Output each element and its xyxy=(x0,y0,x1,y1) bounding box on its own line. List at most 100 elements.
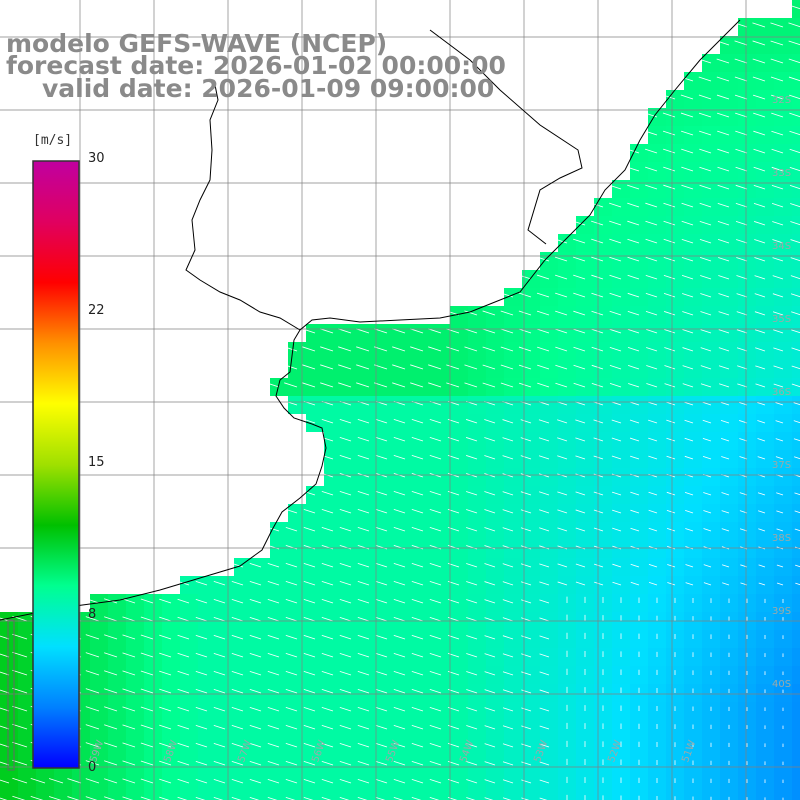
wind-arrow xyxy=(518,292,532,298)
wind-arrow xyxy=(177,778,190,784)
wind-arrow xyxy=(770,40,784,46)
wind-arrow xyxy=(591,220,604,226)
wind-arrow xyxy=(213,796,224,800)
wind-arrow xyxy=(429,778,442,784)
wind-arrow xyxy=(357,778,370,784)
wind-arrow xyxy=(429,742,442,748)
wind-arrow xyxy=(339,436,352,442)
wind-arrow xyxy=(285,634,298,640)
wind-arrow xyxy=(682,347,694,352)
wind-arrow xyxy=(776,582,784,586)
wind-arrow xyxy=(429,796,440,800)
wind-arrow xyxy=(122,634,136,640)
wind-arrow xyxy=(500,310,514,316)
wind-arrow xyxy=(757,492,766,496)
wind-speed-cell xyxy=(792,630,800,648)
wind-arrow xyxy=(611,419,622,424)
wind-arrow xyxy=(464,364,478,370)
wind-arrow xyxy=(611,473,622,478)
wind-arrow xyxy=(557,473,568,478)
wind-arrow xyxy=(393,688,406,694)
wind-arrow xyxy=(320,346,334,352)
wind-arrow xyxy=(666,437,676,442)
wind-arrow xyxy=(231,760,244,766)
wind-arrow xyxy=(429,616,442,622)
wind-arrow xyxy=(684,437,694,442)
wind-arrow xyxy=(645,329,658,334)
wind-arrow xyxy=(753,166,766,172)
wind-arrow xyxy=(630,473,640,478)
wind-arrow xyxy=(411,742,424,748)
wind-speed-cell xyxy=(540,792,558,800)
wind-arrow xyxy=(303,760,316,766)
wind-arrow xyxy=(484,509,496,514)
wind-arrow xyxy=(591,382,604,388)
wind-speed-cell xyxy=(792,252,800,270)
wind-arrow xyxy=(520,581,532,586)
wind-arrow xyxy=(12,759,28,766)
wind-arrow xyxy=(663,274,676,280)
wind-arrow xyxy=(752,58,766,64)
wind-arrow xyxy=(484,725,496,730)
wind-arrow xyxy=(446,382,460,388)
wind-arrow xyxy=(682,293,694,298)
wind-arrow xyxy=(393,418,406,424)
wind-arrow xyxy=(159,796,170,800)
wind-arrow xyxy=(411,490,424,496)
wind-speed-cell xyxy=(792,36,800,54)
wind-arrow xyxy=(698,76,712,82)
wind-arrow xyxy=(771,112,784,118)
wind-arrow xyxy=(703,528,712,532)
wind-arrow xyxy=(466,707,478,712)
wind-arrow xyxy=(788,22,800,28)
wind-arrow xyxy=(375,490,388,496)
wind-arrow xyxy=(195,688,208,694)
wind-arrow xyxy=(12,687,28,694)
wind-arrow xyxy=(393,616,406,622)
wind-arrow xyxy=(267,778,280,784)
wind-arrow xyxy=(520,545,532,550)
wind-arrow xyxy=(502,437,514,442)
wind-arrow xyxy=(159,688,172,694)
wind-arrow xyxy=(466,635,478,640)
wind-arrow xyxy=(502,491,514,496)
wind-arrow xyxy=(537,364,550,370)
wind-arrow xyxy=(411,760,424,766)
wind-arrow xyxy=(629,401,640,406)
wind-arrow xyxy=(195,742,208,748)
wind-arrow xyxy=(753,184,766,190)
wind-arrow xyxy=(466,761,478,766)
wind-arrow xyxy=(681,220,694,226)
latitude-label: 37S xyxy=(772,460,792,471)
wind-arrow xyxy=(755,347,766,352)
wind-arrow xyxy=(609,202,622,208)
wind-arrow xyxy=(104,670,118,676)
wind-speed-cell xyxy=(792,162,800,180)
wind-arrow xyxy=(466,689,478,694)
wind-arrow xyxy=(177,670,190,676)
wind-arrow xyxy=(645,220,658,226)
wind-arrow xyxy=(393,580,406,586)
wind-speed-cell xyxy=(792,342,800,360)
wind-arrow xyxy=(772,239,784,244)
wind-arrow xyxy=(681,238,694,244)
wind-arrow xyxy=(195,580,208,586)
wind-arrow xyxy=(757,402,766,406)
wind-arrow xyxy=(538,437,550,442)
wind-arrow xyxy=(284,346,298,352)
wind-arrow xyxy=(466,725,478,730)
wind-arrow xyxy=(718,257,730,262)
wind-arrow xyxy=(700,383,712,388)
wind-arrow xyxy=(338,346,352,352)
wind-arrow xyxy=(195,778,208,784)
colorbar-unit: [m/s] xyxy=(33,133,73,148)
wind-arrow xyxy=(357,598,370,604)
wind-arrow xyxy=(609,220,622,226)
wind-arrow xyxy=(719,383,730,388)
wind-speed-cell xyxy=(270,792,288,800)
wind-arrow xyxy=(626,148,640,154)
wind-arrow xyxy=(302,364,316,370)
wind-speed-cell xyxy=(792,234,800,252)
wind-arrow xyxy=(770,94,784,100)
wind-arrow xyxy=(484,491,496,496)
